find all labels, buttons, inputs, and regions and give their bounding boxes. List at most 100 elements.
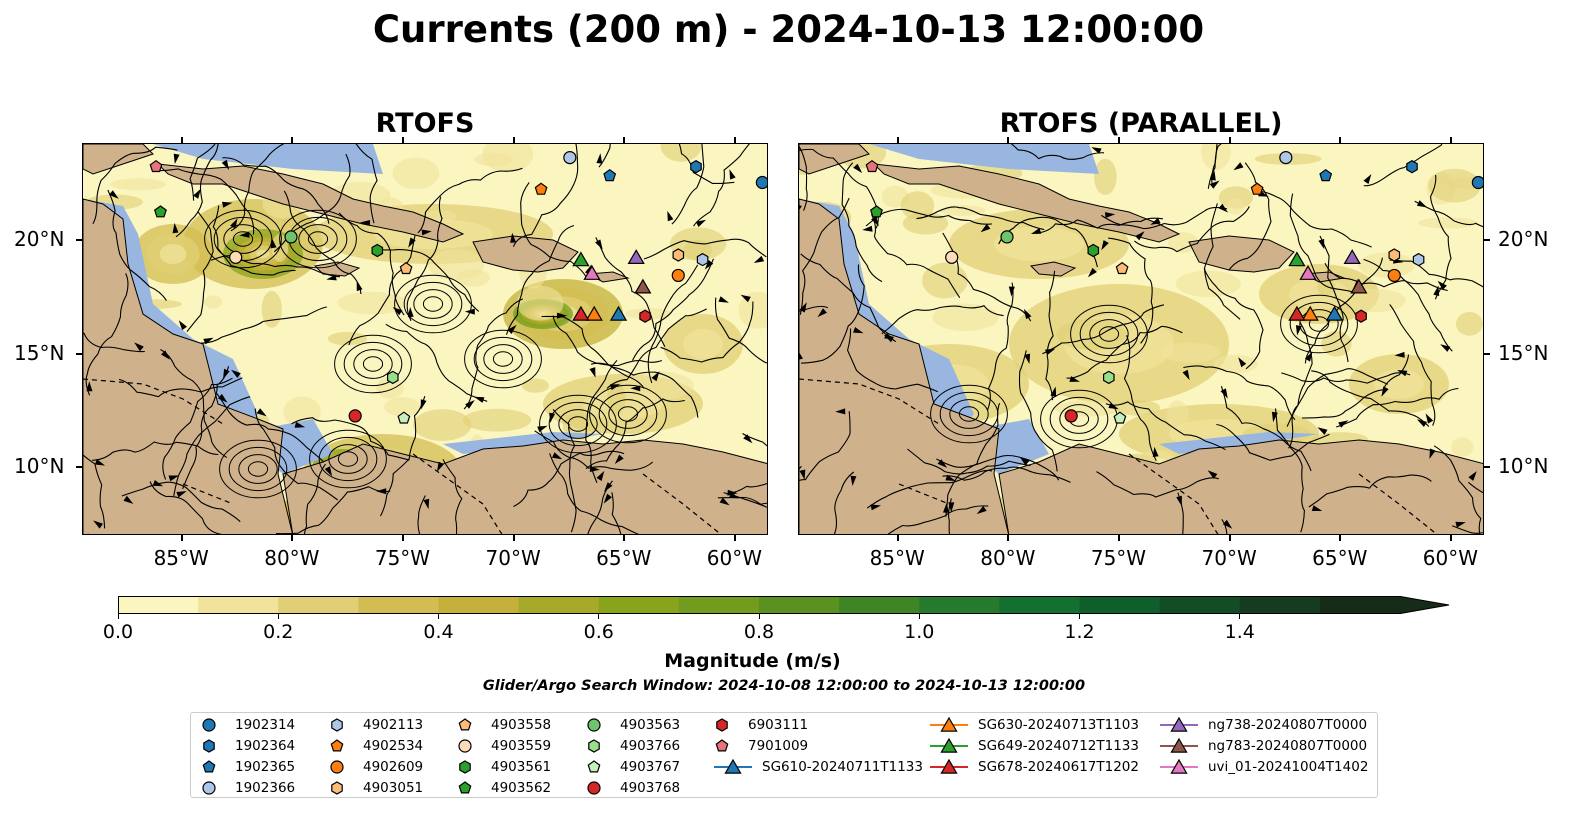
platform-1902365 [1319, 168, 1333, 182]
platform-4903561 [1087, 243, 1100, 258]
legend-label: 1902314 [235, 717, 296, 733]
legend-marker-hexagon [331, 718, 343, 732]
legend-label: 4903561 [491, 759, 552, 775]
platform-4903563 [1000, 230, 1014, 244]
colorbar-tick-label: 1.0 [904, 621, 935, 643]
legend-marker-hexagon [588, 739, 600, 753]
legend-label: 1902364 [235, 738, 296, 754]
map-canvas [799, 144, 1483, 534]
map-panel-rtofs-parallel[interactable] [798, 143, 1484, 535]
platform-ng738-20240807T0000 [627, 249, 645, 265]
platform-1902364 [1406, 160, 1418, 174]
platform-1902366 [563, 150, 577, 165]
legend-marker-circle [202, 718, 216, 732]
legend-label: 4903051 [363, 780, 424, 796]
tick-mark [1449, 137, 1452, 143]
legend-label: 4902609 [363, 759, 424, 775]
tick-mark [1339, 137, 1342, 143]
legend-label: SG678-20240617T1202 [978, 759, 1139, 775]
legend-label: SG610-20240711T1133 [762, 759, 923, 775]
map-panel-rtofs[interactable] [82, 143, 768, 535]
legend-marker-hexagon [331, 781, 343, 795]
legend-label: ng783-20240807T0000 [1208, 738, 1368, 754]
tick-mark [438, 614, 439, 619]
legend-marker-triangle [1170, 716, 1188, 732]
lat-tick-label: 10°N [14, 454, 65, 479]
colorbar-segment [919, 596, 1000, 614]
platform-7901009 [865, 159, 879, 173]
platform-6903111 [1355, 309, 1367, 323]
legend-label: 1902366 [235, 780, 296, 796]
platform-SG630-20240713T1103 [585, 305, 603, 321]
tick-mark [896, 535, 899, 541]
platform-4903768 [1064, 409, 1078, 423]
tick-mark [1484, 239, 1490, 242]
colorbar-tick-label: 0.2 [263, 621, 294, 643]
legend-marker-triangle [940, 716, 958, 732]
legend-marker-pentagon [458, 718, 472, 731]
platform-1902314 [755, 175, 767, 190]
tick-mark [277, 614, 279, 619]
colorbar-segment [198, 596, 279, 614]
legend-marker-pentagon [330, 739, 344, 752]
colorbar-tick-label: 0.8 [743, 621, 775, 643]
colorbar-tick-label: 0.4 [423, 621, 454, 643]
colorbar-segment [518, 596, 600, 614]
legend-marker-circle [587, 718, 601, 732]
legend-marker-pentagon [715, 739, 729, 752]
platform-SG678-20240617T1202 [572, 305, 590, 321]
platform-4903767 [1113, 411, 1127, 424]
colorbar-tick-label: 0.0 [102, 621, 134, 643]
platform-SG610-20240711T1133 [1325, 305, 1344, 321]
platform-4903561 [371, 243, 384, 258]
tick-mark [1339, 535, 1342, 541]
colorbar-segment [358, 596, 439, 614]
platform-SG678-20240617T1202 [1288, 305, 1306, 321]
colorbar-label: Magnitude (m/s) [664, 650, 841, 672]
tick-mark [598, 614, 600, 619]
tick-mark [1079, 614, 1080, 619]
legend-label: ng738-20240807T0000 [1208, 717, 1368, 733]
platform-ng783-20240807T0000 [1350, 278, 1368, 294]
platform-uvi_01-20241004T1402 [583, 264, 601, 280]
legend-label: 4902534 [363, 738, 424, 754]
figure-title: Currents (200 m) - 2024-10-13 12:00:00 [372, 8, 1205, 51]
search-window-caption: Glider/Argo Search Window: 2024-10-08 12… [482, 678, 1086, 694]
legend-marker-circle [458, 739, 472, 753]
panel-title-rtofs: RTOFS [375, 108, 475, 139]
lon-tick-label: 65°W [596, 546, 652, 570]
legend-marker-pentagon [587, 760, 601, 773]
platform-SG610-20240711T1133 [609, 305, 628, 321]
colorbar-tick-label: 1.4 [1224, 621, 1255, 643]
tick-mark [401, 535, 404, 541]
tick-mark [1239, 614, 1241, 619]
legend-label: uvi_01-20241004T1402 [1208, 759, 1369, 775]
lon-tick-label: 80°W [980, 546, 1036, 570]
legend-marker-circle [587, 781, 601, 795]
tick-mark [291, 535, 294, 541]
tick-mark [180, 535, 183, 541]
tick-mark [117, 614, 119, 619]
platform-4903558 [1115, 261, 1129, 275]
tick-mark [1484, 466, 1490, 469]
legend-marker-hexagon [716, 718, 728, 732]
lon-tick-label: 60°W [1422, 546, 1479, 570]
colorbar-segment [839, 596, 920, 614]
tick-mark [76, 239, 82, 242]
legend-marker-pentagon [202, 760, 216, 773]
lon-tick-label: 65°W [1312, 546, 1368, 570]
platform-SG630-20240713T1103 [1301, 305, 1319, 321]
tick-mark [623, 137, 626, 143]
platform-ng738-20240807T0000 [1343, 249, 1361, 265]
platform-4902534 [534, 182, 548, 195]
colorbar-segment [598, 596, 680, 614]
colorbar-segment [759, 596, 840, 614]
platform-4902113 [1412, 252, 1425, 267]
tick-mark [401, 137, 404, 143]
platform-4903558 [399, 261, 413, 275]
panel-title-rtofs-parallel: RTOFS (PARALLEL) [999, 108, 1283, 139]
colorbar-extend-arrow [1400, 596, 1449, 614]
lat-tick-label: 20°N [14, 227, 65, 252]
lon-tick-label: 70°W [1201, 546, 1257, 570]
lon-tick-label: 75°W [374, 546, 431, 570]
